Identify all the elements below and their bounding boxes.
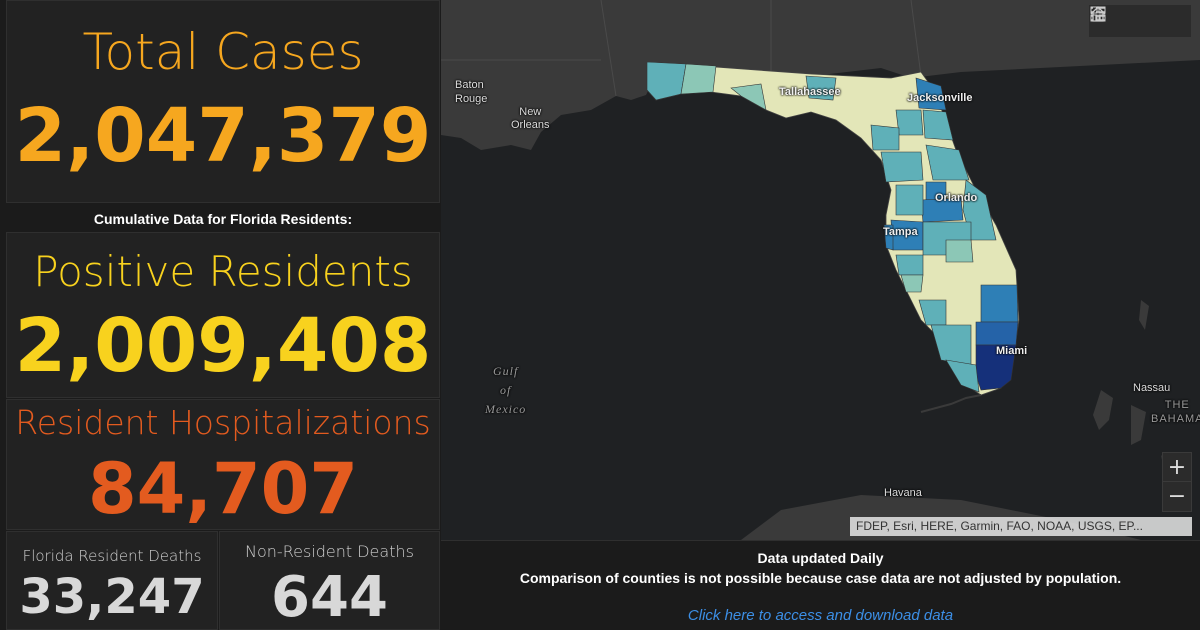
hospitalizations-value: 84,707 (87, 448, 359, 530)
hospitalizations-card: Resident Hospitalizations 84,707 (6, 399, 440, 530)
non-resident-deaths-card: Non-Resident Deaths 644 (219, 531, 440, 630)
florida-keys (920, 394, 982, 413)
county-escambia (646, 61, 687, 101)
county-map[interactable]: Baton Rouge New Orleans Tallahassee Jack… (441, 0, 1200, 540)
county-collier (930, 324, 972, 366)
county-manatee (895, 254, 924, 276)
label-new-orleans: New Orleans (511, 106, 550, 131)
county-okaloosa (680, 63, 717, 95)
cumulative-subheading: Cumulative Data for Florida Residents: (93, 211, 353, 227)
total-cases-label: Total Cases (82, 23, 364, 81)
county-lake (895, 184, 924, 216)
positive-residents-value: 2,009,408 (14, 303, 432, 389)
county-osceola (945, 239, 974, 263)
update-frequency-text: Data updated Daily (757, 550, 884, 566)
legend-button[interactable] (1091, 5, 1155, 37)
map-widget-toolbar (1088, 4, 1192, 38)
label-nassau: Nassau (1133, 382, 1171, 394)
zoom-control: + − (1162, 452, 1192, 512)
basemap-gallery-icon (1090, 6, 1106, 22)
county-duval (915, 77, 947, 111)
map-attribution[interactable]: FDEP, Esri, HERE, Garmin, FAO, NOAA, USG… (850, 517, 1192, 536)
label-jacksonville: Jacksonville (907, 92, 973, 104)
label-baton-rouge: Baton Rouge (455, 79, 488, 105)
county-clay (895, 109, 924, 136)
basemap-gallery-button[interactable] (1090, 5, 1188, 37)
county-alachua (870, 124, 900, 151)
stats-panel: Total Cases 2,047,379 Cumulative Data fo… (0, 0, 441, 630)
label-orlando: Orlando (935, 192, 978, 204)
county-broward (975, 321, 1019, 346)
positive-residents-card: Positive Residents 2,009,408 (6, 232, 440, 398)
info-panel: Data updated Daily Comparison of countie… (441, 540, 1200, 630)
label-tallahassee: Tallahassee (779, 86, 841, 98)
zoom-out-button[interactable]: − (1167, 484, 1187, 509)
label-tampa: Tampa (883, 226, 918, 238)
map-canvas[interactable] (441, 0, 1200, 540)
hospitalizations-label: Resident Hospitalizations (15, 403, 431, 442)
legend-icon (1091, 7, 1105, 21)
download-data-link[interactable]: Click here to access and download data (687, 607, 954, 624)
county-sarasota (900, 274, 924, 293)
us-landmass (441, 0, 1200, 150)
county-leon (805, 75, 837, 101)
cumulative-subheading-card: Cumulative Data for Florida Residents: (6, 205, 440, 231)
county-st-johns (922, 109, 954, 141)
county-palm-beach (980, 284, 1019, 323)
comparison-disclaimer-text: Comparison of counties is not possible b… (519, 570, 1122, 586)
label-miami: Miami (996, 345, 1028, 357)
florida-resident-deaths-value: 33,247 (19, 569, 205, 625)
positive-residents-label: Positive Residents (33, 247, 413, 296)
zoom-in-button[interactable]: + (1163, 453, 1191, 482)
label-gulf-of-mexico: Gulf of Mexico (485, 364, 527, 416)
label-bahamas: THE BAHAMA (1151, 399, 1200, 425)
florida-resident-deaths-card: Florida Resident Deaths 33,247 (6, 531, 218, 630)
county-marion (880, 151, 924, 183)
non-resident-deaths-label: Non-Resident Deaths (245, 542, 414, 561)
county-volusia (925, 144, 970, 181)
florida-resident-deaths-label: Florida Resident Deaths (22, 547, 202, 565)
total-cases-value: 2,047,379 (14, 93, 432, 179)
county-bay (730, 83, 767, 111)
total-cases-card: Total Cases 2,047,379 (6, 0, 440, 203)
county-monroe (945, 359, 980, 393)
county-pinellas (883, 224, 894, 251)
label-havana: Havana (884, 487, 922, 499)
non-resident-deaths-value: 644 (271, 565, 388, 630)
